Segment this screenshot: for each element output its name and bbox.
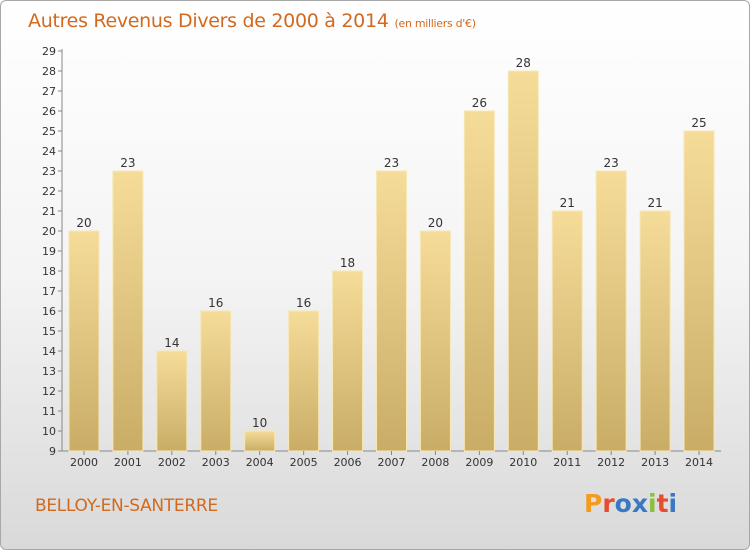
y-tick-label: 28 (42, 65, 56, 78)
bar (507, 70, 539, 452)
y-tick-label: 10 (42, 425, 56, 438)
x-tick-label: 2003 (202, 456, 230, 469)
bar (683, 130, 715, 452)
x-tick-label: 2011 (553, 456, 581, 469)
bar (288, 310, 320, 452)
x-tick-label: 2001 (114, 456, 142, 469)
commune-name: BELLOY-EN-SANTERRE (35, 496, 218, 516)
y-tick-label: 11 (42, 405, 56, 418)
proxiti-logo: Proxiti (584, 489, 677, 518)
x-tick-label: 2004 (246, 456, 274, 469)
data-label: 21 (560, 196, 575, 210)
y-tick-label: 29 (42, 45, 56, 58)
bar (156, 350, 188, 452)
x-tick-label: 2014 (685, 456, 713, 469)
y-tick-label: 25 (42, 125, 56, 138)
data-label: 28 (516, 56, 531, 70)
y-tick-label: 20 (42, 225, 56, 238)
bar (419, 230, 451, 452)
bar (332, 270, 364, 452)
logo-letter: t (656, 489, 669, 518)
x-tick-label: 2012 (597, 456, 625, 469)
bar (463, 110, 495, 452)
data-label: 26 (472, 96, 487, 110)
x-tick-label: 2008 (421, 456, 449, 469)
data-label: 23 (604, 156, 619, 170)
y-tick-label: 15 (42, 325, 56, 338)
chart-title: Autres Revenus Divers de 2000 à 2014 (en … (28, 10, 476, 32)
bar (200, 310, 232, 452)
y-tick-label: 12 (42, 385, 56, 398)
y-tick-label: 24 (42, 145, 56, 158)
x-tick-label: 2006 (334, 456, 362, 469)
data-label: 23 (384, 156, 399, 170)
y-tick-label: 26 (42, 105, 56, 118)
bar (551, 210, 583, 452)
bar (244, 430, 276, 452)
logo-letter: x (631, 489, 648, 518)
data-label: 25 (691, 116, 706, 130)
data-label: 10 (252, 416, 267, 430)
x-tick-label: 2005 (290, 456, 318, 469)
data-label: 16 (208, 296, 223, 310)
y-tick-label: 27 (42, 85, 56, 98)
y-tick-label: 14 (42, 345, 56, 358)
y-tick-label: 16 (42, 305, 56, 318)
data-label: 18 (340, 256, 355, 270)
data-label: 20 (76, 216, 91, 230)
x-tick-label: 2010 (509, 456, 537, 469)
logo-letter: i (648, 489, 657, 518)
y-tick-label: 18 (42, 265, 56, 278)
bar (68, 230, 100, 452)
x-tick-label: 2002 (158, 456, 186, 469)
y-tick-label: 21 (42, 205, 56, 218)
data-label: 20 (428, 216, 443, 230)
y-tick-label: 13 (42, 365, 56, 378)
chart-title-text: Autres Revenus Divers de 2000 à 2014 (28, 10, 389, 32)
data-label: 16 (296, 296, 311, 310)
logo-letter: P (584, 489, 603, 518)
x-tick-label: 2013 (641, 456, 669, 469)
y-tick-label: 19 (42, 245, 56, 258)
chart-unit: (en milliers d'€) (394, 17, 476, 30)
x-tick-label: 2000 (70, 456, 98, 469)
bar (595, 170, 627, 452)
logo-letter: o (614, 489, 632, 518)
y-tick-label: 17 (42, 285, 56, 298)
bar (639, 210, 671, 452)
y-tick-label: 23 (42, 165, 56, 178)
data-label: 21 (647, 196, 662, 210)
x-tick-label: 2009 (465, 456, 493, 469)
logo-letter: i (668, 489, 678, 518)
x-tick-label: 2007 (378, 456, 406, 469)
bar (112, 170, 144, 452)
bar (376, 170, 407, 452)
data-label: 14 (164, 336, 179, 350)
y-tick-label: 22 (42, 185, 56, 198)
logo-letter: r (602, 489, 615, 518)
y-tick-label: 9 (49, 445, 56, 458)
data-label: 23 (120, 156, 135, 170)
